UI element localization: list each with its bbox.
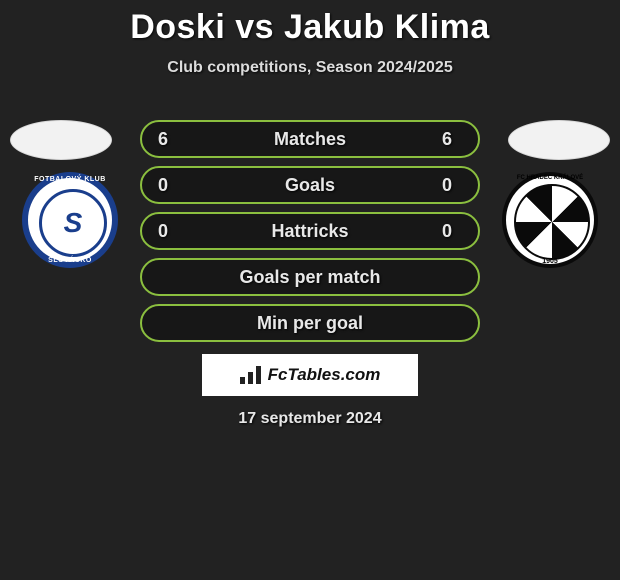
stat-right-value: 6 [442,129,462,150]
stat-right-value: 0 [442,175,462,196]
comparison-card: Doski vs Jakub Klima Club competitions, … [0,0,620,580]
stat-left-value: 0 [158,175,178,196]
footer-brand-text: FcTables.com [268,365,381,385]
footer-brand-icon [240,366,262,384]
stat-label: Hattricks [271,221,348,242]
player-photo-right [508,120,610,160]
date-text: 17 september 2024 [0,410,620,428]
club-badge-left-monogram: S [39,189,107,257]
club-badge-left: FOTBALOVÝ KLUB S SLOVÁCKO [22,172,118,268]
stat-left-value: 6 [158,129,178,150]
stat-right-value: 0 [442,221,462,242]
stat-row: Min per goal [140,304,480,342]
club-badge-right-arc-top: FC HRADEC KRÁLOVÉ [506,175,594,181]
stat-left-value: 0 [158,221,178,242]
club-badge-right: FC HRADEC KRÁLOVÉ 1905 [502,172,598,268]
footer-logo-bar [240,377,245,384]
stats-block: 6 Matches 6 0 Goals 0 0 Hattricks 0 Goal… [140,120,480,350]
page-subtitle: Club competitions, Season 2024/2025 [0,59,620,77]
stat-label: Goals per match [239,267,380,288]
footer-brand-box: FcTables.com [202,354,418,396]
stat-row: 6 Matches 6 [140,120,480,158]
footer-logo-bar [248,372,253,384]
club-badge-right-year: 1905 [506,258,594,265]
stat-label: Goals [285,175,335,196]
stat-label: Matches [274,129,346,150]
player-photo-left [10,120,112,160]
stat-row: Goals per match [140,258,480,296]
stat-row: 0 Goals 0 [140,166,480,204]
page-title: Doski vs Jakub Klima [0,0,620,47]
footer-logo-bar [256,366,261,384]
club-badge-right-pattern [514,184,590,260]
stat-row: 0 Hattricks 0 [140,212,480,250]
club-badge-left-arc-bottom: SLOVÁCKO [28,257,112,264]
club-badge-left-arc-top: FOTBALOVÝ KLUB [28,176,112,183]
stat-label: Min per goal [257,313,363,334]
